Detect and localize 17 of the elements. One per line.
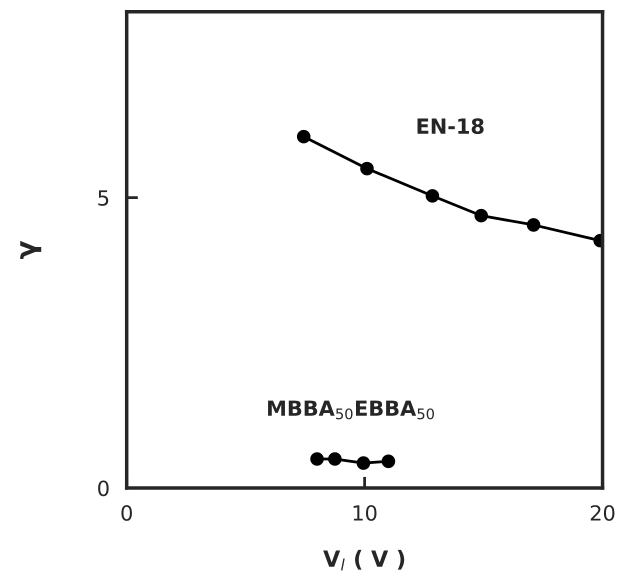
point <box>328 452 342 466</box>
point <box>360 162 374 176</box>
point <box>474 208 488 222</box>
text: EN-18 <box>418 118 484 134</box>
point <box>426 189 440 203</box>
x-axis-title: V$_{l}$ ( V ) <box>323 550 404 570</box>
point <box>382 454 396 468</box>
text: MBBA$_{50}$EBBA$_{50}$ <box>268 400 434 420</box>
point <box>526 218 540 232</box>
point <box>310 452 324 466</box>
y-axis-title: γ <box>20 240 42 259</box>
x-tick-label: 0 <box>121 505 132 521</box>
x-tick-label: 10 <box>354 505 376 521</box>
x-tick-label: 20 <box>590 505 614 521</box>
point <box>296 130 310 144</box>
y-tick-label: 5 <box>98 190 108 206</box>
point <box>356 456 370 470</box>
